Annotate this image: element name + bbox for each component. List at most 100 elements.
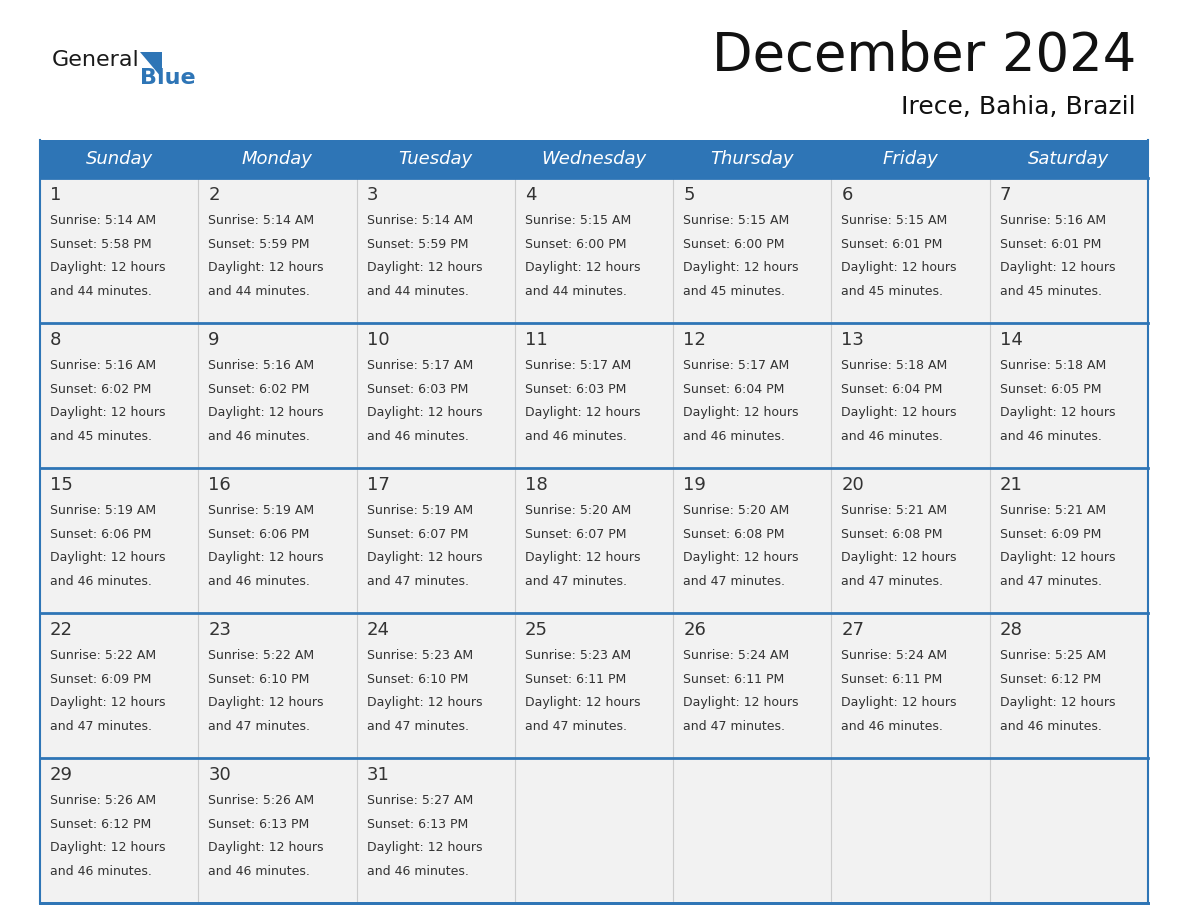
Text: 26: 26 (683, 621, 706, 639)
Text: Sunrise: 5:16 AM: Sunrise: 5:16 AM (1000, 214, 1106, 227)
Text: and 47 minutes.: and 47 minutes. (525, 720, 627, 733)
Text: Daylight: 12 hours: Daylight: 12 hours (525, 261, 640, 274)
Text: and 47 minutes.: and 47 minutes. (367, 575, 468, 588)
Text: Sunset: 6:00 PM: Sunset: 6:00 PM (525, 238, 626, 251)
Text: General: General (52, 50, 140, 70)
Text: Sunrise: 5:24 AM: Sunrise: 5:24 AM (841, 649, 948, 662)
Text: and 47 minutes.: and 47 minutes. (683, 575, 785, 588)
Text: and 46 minutes.: and 46 minutes. (208, 430, 310, 442)
Text: Daylight: 12 hours: Daylight: 12 hours (1000, 696, 1116, 709)
Text: 6: 6 (841, 186, 853, 204)
Text: 28: 28 (1000, 621, 1023, 639)
Text: Sunset: 6:06 PM: Sunset: 6:06 PM (208, 528, 310, 541)
Bar (40, 758, 1148, 903)
Text: 19: 19 (683, 476, 706, 494)
Text: 29: 29 (50, 766, 72, 784)
Text: Daylight: 12 hours: Daylight: 12 hours (683, 551, 798, 564)
Text: 18: 18 (525, 476, 548, 494)
Text: 20: 20 (841, 476, 864, 494)
Text: and 47 minutes.: and 47 minutes. (1000, 575, 1101, 588)
Text: Sunrise: 5:26 AM: Sunrise: 5:26 AM (208, 794, 315, 807)
Text: Thursday: Thursday (710, 150, 794, 168)
Text: Daylight: 12 hours: Daylight: 12 hours (683, 406, 798, 420)
Text: Daylight: 12 hours: Daylight: 12 hours (50, 841, 165, 854)
Text: and 45 minutes.: and 45 minutes. (841, 285, 943, 297)
Text: Sunrise: 5:22 AM: Sunrise: 5:22 AM (208, 649, 315, 662)
Text: Sunset: 6:06 PM: Sunset: 6:06 PM (50, 528, 151, 541)
Text: Sunrise: 5:21 AM: Sunrise: 5:21 AM (841, 504, 948, 517)
Text: Sunset: 6:12 PM: Sunset: 6:12 PM (1000, 673, 1101, 686)
Text: Sunset: 6:04 PM: Sunset: 6:04 PM (683, 383, 784, 396)
Text: Sunset: 6:07 PM: Sunset: 6:07 PM (525, 528, 626, 541)
Text: 1: 1 (50, 186, 62, 204)
Text: and 47 minutes.: and 47 minutes. (367, 720, 468, 733)
Text: 3: 3 (367, 186, 378, 204)
Text: and 44 minutes.: and 44 minutes. (525, 285, 627, 297)
Text: Sunrise: 5:17 AM: Sunrise: 5:17 AM (525, 359, 631, 372)
Text: 2: 2 (208, 186, 220, 204)
Text: Daylight: 12 hours: Daylight: 12 hours (525, 406, 640, 420)
Text: and 46 minutes.: and 46 minutes. (367, 430, 468, 442)
Text: Sunset: 6:08 PM: Sunset: 6:08 PM (683, 528, 784, 541)
Text: December 2024: December 2024 (712, 30, 1136, 82)
Text: Daylight: 12 hours: Daylight: 12 hours (50, 551, 165, 564)
Text: Tuesday: Tuesday (399, 150, 473, 168)
Text: Sunrise: 5:15 AM: Sunrise: 5:15 AM (525, 214, 631, 227)
Text: Sunrise: 5:16 AM: Sunrise: 5:16 AM (208, 359, 315, 372)
Text: Sunset: 6:08 PM: Sunset: 6:08 PM (841, 528, 943, 541)
Text: Sunset: 6:01 PM: Sunset: 6:01 PM (841, 238, 943, 251)
Text: Sunrise: 5:22 AM: Sunrise: 5:22 AM (50, 649, 156, 662)
Text: 11: 11 (525, 331, 548, 349)
Text: Sunset: 6:04 PM: Sunset: 6:04 PM (841, 383, 943, 396)
Text: 10: 10 (367, 331, 390, 349)
Bar (40, 613, 1148, 758)
Text: Sunset: 6:09 PM: Sunset: 6:09 PM (1000, 528, 1101, 541)
Text: and 46 minutes.: and 46 minutes. (525, 430, 627, 442)
Text: Saturday: Saturday (1029, 150, 1110, 168)
Text: 14: 14 (1000, 331, 1023, 349)
Polygon shape (140, 52, 162, 78)
Text: 31: 31 (367, 766, 390, 784)
Text: and 46 minutes.: and 46 minutes. (367, 865, 468, 878)
Text: Sunset: 6:11 PM: Sunset: 6:11 PM (525, 673, 626, 686)
Text: Daylight: 12 hours: Daylight: 12 hours (50, 406, 165, 420)
Text: Sunrise: 5:18 AM: Sunrise: 5:18 AM (1000, 359, 1106, 372)
Text: 4: 4 (525, 186, 536, 204)
Text: 22: 22 (50, 621, 72, 639)
Text: Daylight: 12 hours: Daylight: 12 hours (683, 261, 798, 274)
Text: Wednesday: Wednesday (542, 150, 646, 168)
Text: Sunrise: 5:19 AM: Sunrise: 5:19 AM (367, 504, 473, 517)
Text: Daylight: 12 hours: Daylight: 12 hours (367, 406, 482, 420)
Text: Daylight: 12 hours: Daylight: 12 hours (50, 261, 165, 274)
Text: Sunset: 6:02 PM: Sunset: 6:02 PM (208, 383, 310, 396)
Text: Daylight: 12 hours: Daylight: 12 hours (841, 406, 956, 420)
Bar (40, 468, 1148, 613)
Text: Sunset: 6:13 PM: Sunset: 6:13 PM (367, 818, 468, 831)
Text: and 47 minutes.: and 47 minutes. (50, 720, 152, 733)
Text: Daylight: 12 hours: Daylight: 12 hours (525, 696, 640, 709)
Text: Irece, Bahia, Brazil: Irece, Bahia, Brazil (902, 95, 1136, 119)
Text: Sunrise: 5:16 AM: Sunrise: 5:16 AM (50, 359, 156, 372)
Text: 24: 24 (367, 621, 390, 639)
Text: Sunrise: 5:25 AM: Sunrise: 5:25 AM (1000, 649, 1106, 662)
Text: and 46 minutes.: and 46 minutes. (683, 430, 785, 442)
Text: Sunset: 5:58 PM: Sunset: 5:58 PM (50, 238, 152, 251)
Text: and 46 minutes.: and 46 minutes. (208, 865, 310, 878)
Text: Sunset: 6:10 PM: Sunset: 6:10 PM (208, 673, 310, 686)
Text: and 44 minutes.: and 44 minutes. (208, 285, 310, 297)
Text: and 46 minutes.: and 46 minutes. (841, 430, 943, 442)
Text: 5: 5 (683, 186, 695, 204)
Text: and 45 minutes.: and 45 minutes. (683, 285, 785, 297)
Text: 23: 23 (208, 621, 232, 639)
Text: Daylight: 12 hours: Daylight: 12 hours (525, 551, 640, 564)
Text: Sunset: 6:01 PM: Sunset: 6:01 PM (1000, 238, 1101, 251)
Text: Sunset: 5:59 PM: Sunset: 5:59 PM (208, 238, 310, 251)
Text: Sunset: 6:13 PM: Sunset: 6:13 PM (208, 818, 310, 831)
Text: Sunrise: 5:27 AM: Sunrise: 5:27 AM (367, 794, 473, 807)
Text: and 44 minutes.: and 44 minutes. (50, 285, 152, 297)
Text: Sunrise: 5:23 AM: Sunrise: 5:23 AM (525, 649, 631, 662)
Text: Sunset: 6:07 PM: Sunset: 6:07 PM (367, 528, 468, 541)
Bar (40, 323, 1148, 468)
Text: Monday: Monday (242, 150, 312, 168)
Text: and 47 minutes.: and 47 minutes. (525, 575, 627, 588)
